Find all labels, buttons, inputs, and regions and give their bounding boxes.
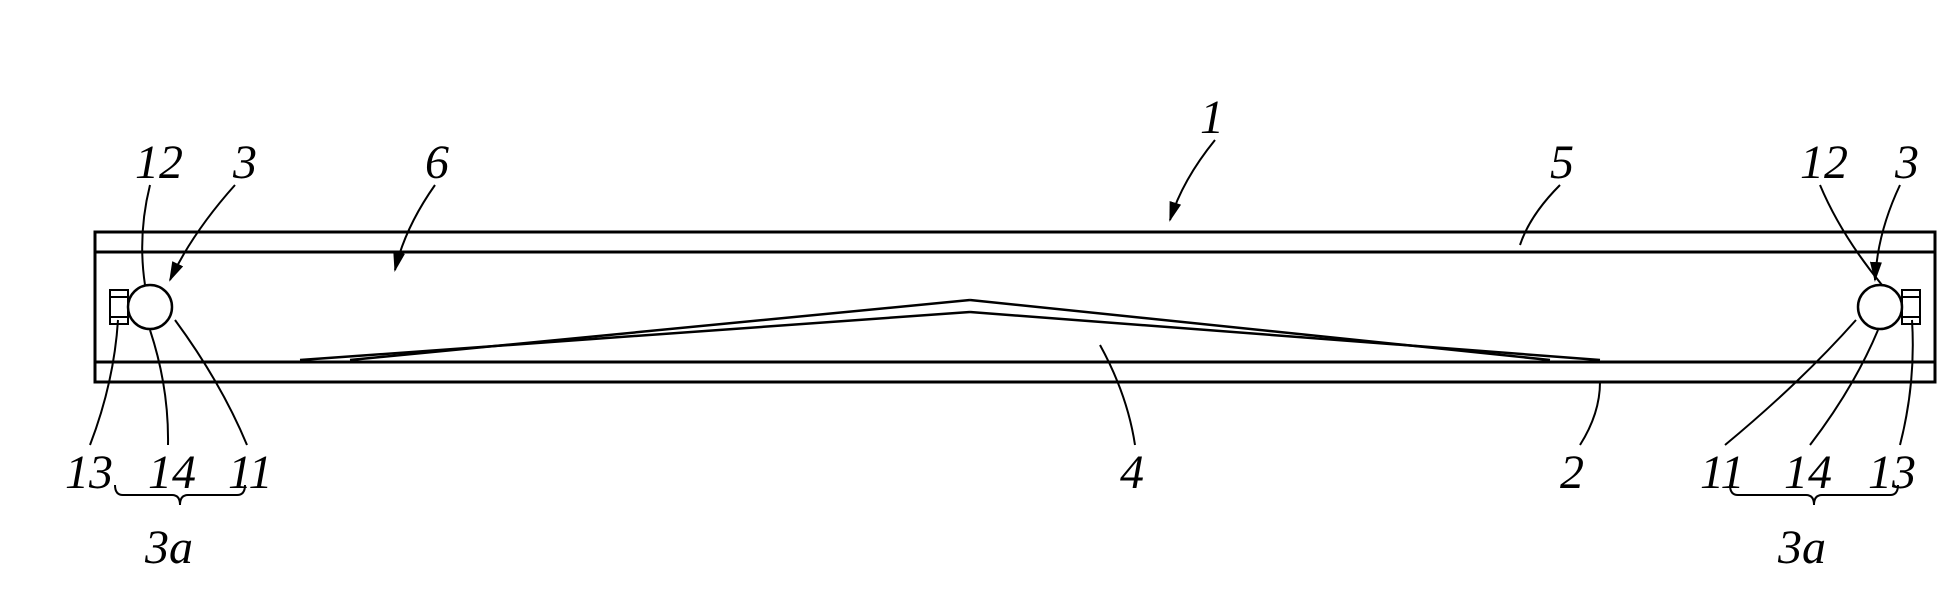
leader-lines	[90, 140, 1913, 445]
label-14-left: 14	[148, 445, 196, 500]
label-11-left: 11	[228, 445, 272, 500]
diagram-canvas: 1 2 3 3 4 5 6 11 11 12 12 13 13 14 14 3a…	[20, 20, 1951, 592]
label-13-left: 13	[65, 445, 113, 500]
label-12-left: 12	[135, 135, 183, 190]
triangle-left-inner	[300, 312, 970, 360]
right-bracket	[1902, 290, 1920, 324]
label-3a-right: 3a	[1778, 520, 1826, 575]
label-5: 5	[1550, 135, 1574, 190]
label-13-right: 13	[1868, 445, 1916, 500]
left-roller	[128, 285, 172, 329]
label-1: 1	[1200, 90, 1224, 145]
technical-drawing-svg	[20, 20, 1951, 592]
label-4: 4	[1120, 445, 1144, 500]
label-11-right: 11	[1700, 445, 1744, 500]
label-3-right: 3	[1895, 135, 1919, 190]
label-2: 2	[1560, 445, 1584, 500]
label-6: 6	[425, 135, 449, 190]
triangle-right	[970, 300, 1550, 360]
left-bracket	[110, 290, 128, 324]
outer-housing	[95, 232, 1935, 382]
triangle-right-inner	[970, 312, 1600, 360]
label-3-left: 3	[233, 135, 257, 190]
right-roller	[1858, 285, 1902, 329]
label-3a-left: 3a	[145, 520, 193, 575]
label-14-right: 14	[1784, 445, 1832, 500]
label-12-right: 12	[1800, 135, 1848, 190]
